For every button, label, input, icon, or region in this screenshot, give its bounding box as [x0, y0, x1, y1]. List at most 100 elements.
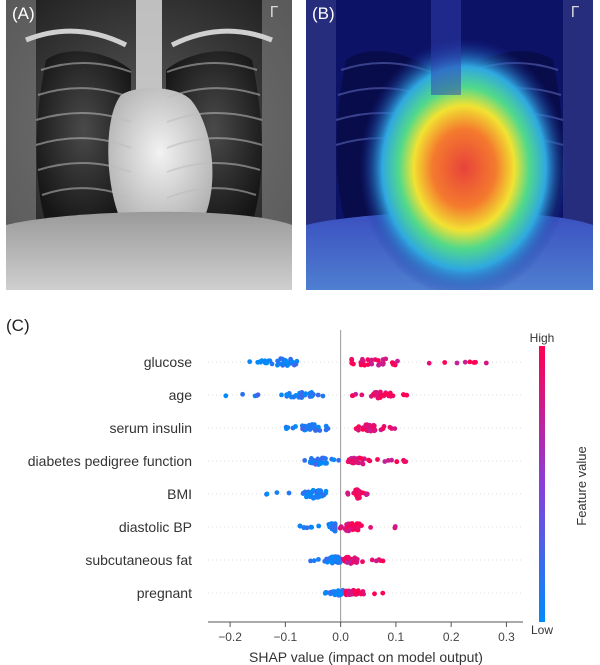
- shap-point: [324, 556, 329, 562]
- shap-point: [309, 524, 315, 530]
- shap-point: [313, 427, 319, 433]
- shap-point: [240, 391, 246, 397]
- colorbar-high-label: High: [530, 331, 555, 345]
- shap-point: [378, 361, 384, 367]
- colorbar-gradient: [539, 346, 545, 622]
- shap-point: [223, 393, 229, 399]
- shap-point: [306, 425, 311, 430]
- xray-panel-a: (A) Γ: [6, 0, 292, 290]
- shap-point: [334, 556, 340, 562]
- shap-point: [311, 558, 317, 564]
- panel-b-label: (B): [312, 4, 335, 23]
- shap-point: [254, 393, 260, 398]
- shap-point: [308, 558, 313, 564]
- shap-point: [351, 587, 356, 593]
- shap-point: [300, 426, 305, 432]
- colorbar-low-label: Low: [531, 623, 553, 637]
- shap-point: [382, 391, 388, 397]
- xray-heatmap-panel-b: (B) Γ: [306, 0, 593, 290]
- shap-point: [337, 559, 343, 565]
- shap-point: [316, 557, 321, 562]
- shap-point: [318, 461, 324, 466]
- panel-c-label: (C): [6, 316, 30, 335]
- shap-point: [323, 427, 329, 433]
- shap-point: [316, 523, 322, 529]
- shap-point: [369, 361, 375, 367]
- shap-point: [360, 589, 366, 594]
- shap-point: [369, 357, 375, 363]
- shap-point: [290, 359, 295, 365]
- heatmap-overlay-image: [306, 0, 593, 290]
- shap-point: [303, 391, 309, 397]
- shap-point: [309, 393, 315, 399]
- x-tick-label: 0.2: [443, 630, 460, 644]
- shap-point: [255, 359, 261, 365]
- shap-point: [380, 590, 386, 596]
- shap-point: [372, 591, 377, 597]
- shap-point: [331, 457, 337, 463]
- shap-point: [356, 427, 361, 433]
- shap-point: [395, 358, 400, 364]
- shap-point: [315, 456, 321, 462]
- shap-point: [401, 459, 407, 464]
- shap-point: [392, 426, 398, 431]
- x-tick-label: −0.1: [274, 630, 298, 644]
- feature-rows: glucose age serum insulin diabetes pedigree…: [28, 354, 523, 601]
- shap-point: [378, 389, 383, 395]
- shap-point: [302, 458, 308, 463]
- shap-point: [349, 357, 355, 362]
- shap-point: [467, 359, 473, 365]
- shap-point: [351, 460, 356, 466]
- shap-point: [375, 457, 380, 462]
- shap-point: [376, 557, 382, 562]
- shap-point: [462, 359, 468, 365]
- shap-point: [332, 528, 338, 533]
- feature-label: BMI: [167, 486, 192, 502]
- shap-point: [337, 525, 343, 531]
- shap-point: [264, 491, 270, 497]
- colorbar: High Low Feature value: [530, 331, 589, 637]
- feature-label: glucose: [144, 354, 192, 370]
- shap-point: [327, 590, 333, 595]
- shap-point: [483, 360, 489, 366]
- shap-point: [320, 455, 325, 461]
- shap-point: [368, 525, 373, 530]
- shap-point: [310, 488, 315, 494]
- shap-point: [367, 428, 373, 433]
- shap-point: [359, 456, 364, 462]
- shap-point: [332, 589, 337, 594]
- shap-point: [383, 356, 389, 362]
- shap-point: [336, 457, 341, 463]
- shap-point: [315, 392, 321, 398]
- chest-xray-image: [6, 0, 292, 290]
- shap-point: [360, 461, 366, 467]
- shap-points: [223, 356, 489, 598]
- shap-point: [389, 360, 395, 365]
- shap-point: [351, 559, 357, 565]
- shap-point: [367, 458, 373, 464]
- shap-point: [320, 393, 326, 399]
- shap-point: [329, 554, 335, 560]
- shap-point: [349, 360, 355, 366]
- shap-point: [363, 422, 369, 428]
- shap-point: [301, 525, 307, 530]
- shap-point: [394, 459, 400, 465]
- shap-point: [348, 522, 354, 528]
- shap-point: [298, 393, 303, 399]
- shap-point: [311, 423, 316, 429]
- shap-point: [392, 524, 398, 529]
- shap-point: [369, 557, 375, 563]
- shap-point: [454, 360, 460, 366]
- feature-label: pregnant: [137, 585, 192, 601]
- shap-point: [471, 360, 477, 365]
- feature-label: diastolic BP: [119, 519, 192, 535]
- shap-point: [247, 359, 253, 365]
- shap-point: [364, 492, 369, 498]
- shap-point: [313, 461, 318, 467]
- shap-point: [275, 358, 280, 364]
- shap-point: [315, 494, 321, 500]
- shap-point: [339, 591, 344, 597]
- shap-point: [344, 560, 350, 565]
- shap-point: [309, 456, 314, 461]
- shap-point: [371, 428, 377, 434]
